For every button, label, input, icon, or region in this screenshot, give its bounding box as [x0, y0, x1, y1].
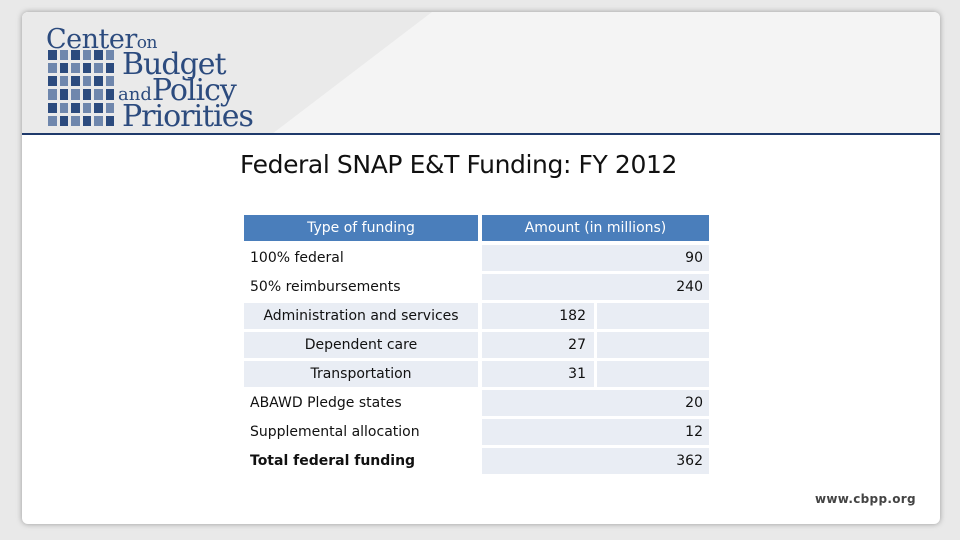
logo-grid-icon	[48, 50, 114, 126]
row-amount: 90	[482, 245, 709, 271]
row-empty-cell	[597, 303, 709, 329]
cbpp-logo: Centeron Budget andPolicy Priorities	[44, 24, 294, 132]
logo-line-policy: andPolicy	[118, 73, 237, 108]
row-amount: 12	[482, 419, 709, 445]
row-label: Dependent care	[244, 332, 478, 358]
row-label: Administration and services	[244, 303, 478, 329]
row-amount: 20	[482, 390, 709, 416]
column-header-amount: Amount (in millions)	[482, 215, 709, 241]
logo-line-center: Centeron	[46, 24, 157, 55]
row-label: 50% reimbursements	[250, 279, 401, 295]
row-label: Transportation	[244, 361, 478, 387]
row-sub-amount: 31	[482, 361, 594, 387]
slide-title: Federal SNAP E&T Funding: FY 2012	[240, 150, 677, 179]
row-label: ABAWD Pledge states	[250, 395, 402, 411]
logo-line-budget: Budget	[122, 47, 227, 82]
row-empty-cell	[597, 361, 709, 387]
row-empty-cell	[597, 332, 709, 358]
row-sub-amount: 182	[482, 303, 594, 329]
row-label-total: Total federal funding	[250, 453, 416, 469]
footer-url: www.cbpp.org	[815, 492, 916, 506]
row-sub-amount: 27	[482, 332, 594, 358]
row-amount-total: 362	[482, 448, 709, 474]
row-label: 100% federal	[250, 250, 344, 266]
header-band	[22, 12, 940, 134]
slide: Centeron Budget andPolicy Priorities Fed…	[22, 12, 940, 524]
header-rule	[22, 133, 940, 135]
row-amount: 240	[482, 274, 709, 300]
column-header-type: Type of funding	[244, 215, 478, 241]
header-swoosh	[22, 12, 432, 134]
row-label: Supplemental allocation	[250, 424, 420, 440]
logo-line-priorities: Priorities	[122, 99, 254, 134]
